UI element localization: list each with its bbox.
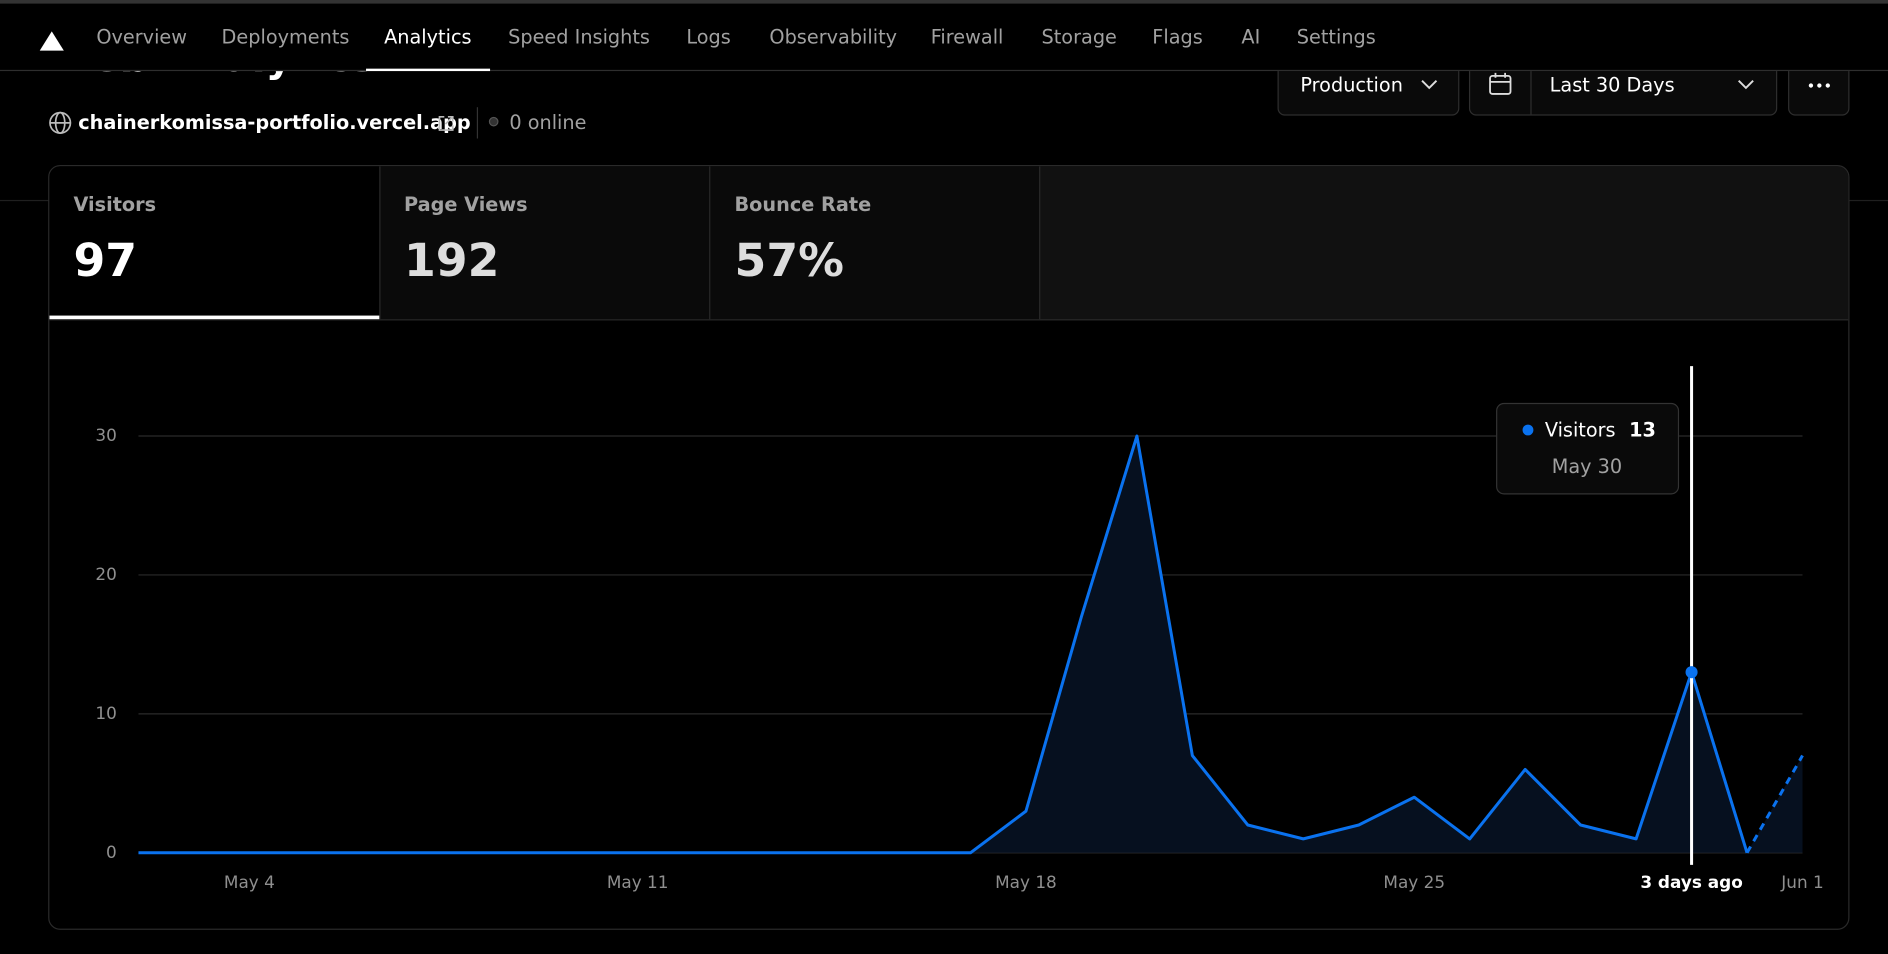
divider	[1530, 55, 1532, 115]
metric-tab[interactable]: Bounce Rate 57%	[710, 166, 1041, 320]
nav-tab[interactable]: Analytics	[384, 25, 472, 49]
more-icon	[1808, 83, 1830, 88]
logo[interactable]	[39, 30, 65, 52]
tooltip-swatch	[1522, 424, 1534, 436]
nav-tab[interactable]: Settings	[1296, 25, 1376, 49]
active-metric-underline	[49, 315, 380, 320]
metric-value: 97	[73, 233, 138, 287]
x-tick-label: May 4	[224, 872, 275, 892]
metric-value: 192	[403, 233, 500, 287]
divider	[476, 107, 479, 139]
tooltip-series: Visitors	[1545, 419, 1616, 442]
metric-label: Visitors	[73, 192, 157, 216]
online-count: 0 online	[509, 110, 587, 134]
chevron	[1421, 80, 1438, 90]
x-tick-label: 3 days ago	[1640, 872, 1742, 892]
nav-tab[interactable]: Firewall	[930, 25, 1004, 49]
y-tick-label: 30	[95, 425, 116, 445]
domain-link[interactable]: chainerkomissa-portfolio.vercel.app	[78, 110, 471, 134]
metric-tab[interactable]: Visitors 97	[49, 166, 381, 320]
tooltip	[1496, 402, 1680, 495]
nav-tab[interactable]: Speed Insights	[508, 25, 650, 49]
metric-tabs: Visitors 97 Page Views 192 Bounce Rate 57%	[49, 166, 1849, 321]
y-tick-label: 10	[95, 703, 116, 723]
analytics-card: Visitors 97 Page Views 192 Bounce Rate 57%	[48, 165, 1850, 930]
environment-label: Production	[1300, 73, 1403, 97]
tooltip-value: 13	[1629, 419, 1656, 442]
x-tick-label: Jun 1	[1780, 872, 1823, 892]
globe-icon	[49, 111, 72, 134]
metric-tab[interactable]: Page Views 192	[379, 166, 710, 320]
nav-tab[interactable]: AI	[1241, 25, 1261, 49]
nav-tab[interactable]: Flags	[1152, 25, 1203, 49]
calendar-icon	[1489, 72, 1512, 95]
y-tick-label: 20	[95, 564, 116, 584]
external-link-icon[interactable]	[437, 114, 455, 132]
x-tick-label: May 11	[607, 872, 669, 892]
active-tab-underline	[366, 68, 491, 72]
y-tick-label: 0	[106, 842, 117, 862]
x-tick-label: May 18	[995, 872, 1057, 892]
nav-tab[interactable]: Overview	[96, 25, 188, 49]
online-dot	[488, 116, 499, 127]
nav-bar: Overview Deployments Analytics Speed Insigh…	[0, 0, 1888, 72]
metric-value: 57%	[734, 233, 845, 287]
nav-tab[interactable]: Deployments	[221, 25, 350, 49]
tooltip-date: May 30	[1552, 455, 1622, 478]
x-tick-label: May 25	[1383, 872, 1445, 892]
metric-label: Page Views	[403, 192, 528, 216]
range-label: Last 30 Days	[1549, 73, 1675, 97]
cursor-point	[1685, 666, 1698, 679]
chevron	[1738, 80, 1754, 90]
area-fill	[138, 436, 1803, 853]
nav-tab[interactable]: Observability	[769, 25, 898, 49]
metric-label: Bounce Rate	[734, 192, 872, 216]
nav-tab[interactable]: Storage	[1041, 25, 1117, 49]
incomplete-segment	[1745, 754, 1804, 854]
series-line	[138, 434, 1749, 855]
nav-tab[interactable]: Logs	[686, 25, 731, 49]
